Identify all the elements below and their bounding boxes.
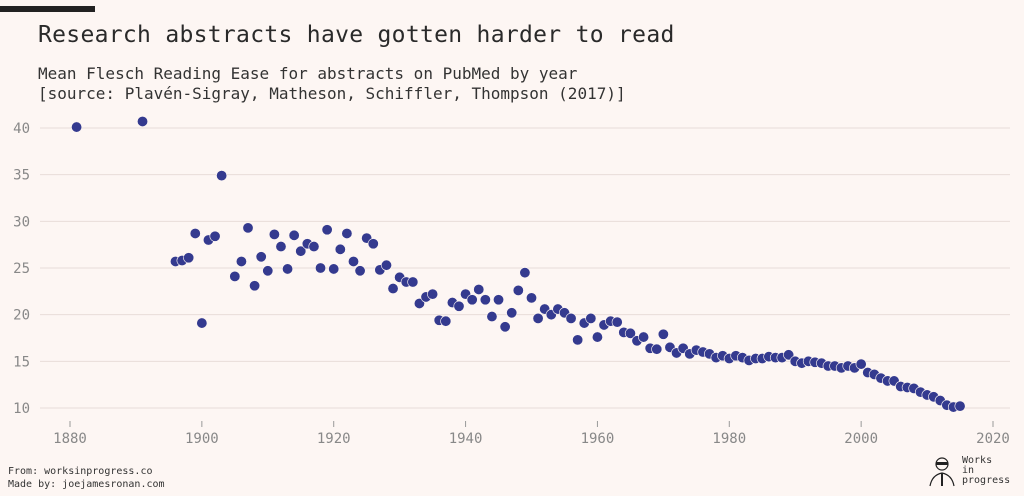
data-point [479, 294, 491, 306]
data-point [295, 245, 307, 257]
data-point [466, 294, 478, 306]
data-point [262, 265, 274, 277]
data-point [216, 170, 228, 182]
data-point [328, 263, 340, 275]
data-point [268, 228, 280, 240]
x-tick-label: 1980 [712, 431, 746, 447]
data-point [235, 255, 247, 267]
data-point [229, 270, 241, 282]
data-point [189, 227, 201, 239]
data-point [255, 251, 267, 263]
data-point [387, 283, 399, 295]
data-point [783, 349, 795, 361]
data-point [855, 358, 867, 370]
data-point [565, 312, 577, 324]
data-point [341, 227, 353, 239]
data-point [380, 259, 392, 271]
data-point [282, 263, 294, 275]
y-tick-label: 20 [13, 308, 30, 324]
y-tick-label: 15 [13, 354, 30, 370]
data-point [354, 265, 366, 277]
y-tick-label: 30 [13, 214, 30, 230]
footer-from: From: worksinprogress.co [8, 466, 153, 477]
x-tick-label: 1920 [317, 431, 351, 447]
x-tick-label: 1900 [185, 431, 219, 447]
x-tick-label: 1940 [449, 431, 483, 447]
data-point [367, 238, 379, 250]
data-point [288, 229, 300, 241]
data-point [657, 328, 669, 340]
data-point [532, 312, 544, 324]
y-tick-label: 25 [13, 261, 30, 277]
data-point [334, 243, 346, 255]
data-point [407, 276, 419, 288]
footer-made-by: Made by: joejamesronan.com [8, 479, 165, 490]
data-point [486, 311, 498, 323]
portrait-icon [929, 457, 955, 487]
data-point [137, 115, 149, 127]
data-point [196, 317, 208, 329]
x-tick-label: 2000 [844, 431, 878, 447]
data-point [611, 316, 623, 328]
data-point [347, 255, 359, 267]
data-point [440, 315, 452, 327]
x-tick-label: 2020 [976, 431, 1010, 447]
data-point [209, 230, 221, 242]
data-point [242, 222, 254, 234]
data-point [638, 331, 650, 343]
accent-bar [0, 6, 95, 12]
data-point [954, 400, 966, 412]
y-tick-label: 35 [13, 168, 30, 184]
data-point [591, 331, 603, 343]
y-tick-label: 40 [13, 121, 30, 137]
data-point [413, 297, 425, 309]
data-point [493, 294, 505, 306]
data-point [624, 327, 636, 339]
data-point [572, 334, 584, 346]
chart-title: Research abstracts have gotten harder to… [38, 22, 675, 48]
data-point [506, 307, 518, 319]
data-point [321, 224, 333, 236]
data-point [427, 288, 439, 300]
data-point [71, 121, 83, 133]
data-point [453, 300, 465, 312]
works-in-progress-logo: Works in progress [928, 455, 1010, 487]
data-point [512, 284, 524, 296]
data-point [525, 292, 537, 304]
chart-source: [source: Plavén-Sigray, Matheson, Schiff… [38, 84, 626, 103]
data-point [249, 280, 261, 292]
data-point [499, 321, 511, 333]
data-point [308, 241, 320, 253]
y-tick-label: 10 [13, 401, 30, 417]
chart-subtitle: Mean Flesch Reading Ease for abstracts o… [38, 64, 578, 83]
data-point [651, 343, 663, 355]
data-point [275, 241, 287, 253]
x-tick-label: 1880 [53, 431, 87, 447]
data-point [473, 283, 485, 295]
data-point [183, 252, 195, 264]
logo-text: Works in progress [962, 455, 1011, 486]
data-point [315, 262, 327, 274]
data-point [585, 312, 597, 324]
x-tick-label: 1960 [581, 431, 615, 447]
data-point [519, 267, 531, 279]
